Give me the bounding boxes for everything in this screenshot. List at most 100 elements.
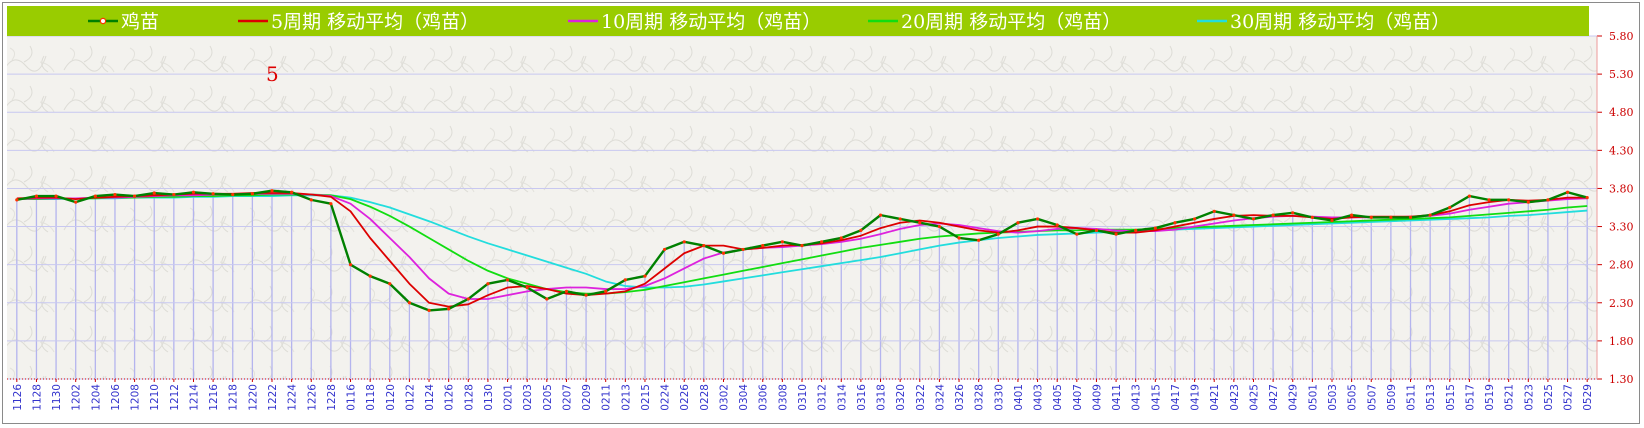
data-point	[368, 274, 372, 278]
x-tick-label: 0228	[699, 384, 711, 411]
legend-label: 20周期 移动平均（鸡苗）	[901, 11, 1121, 33]
x-tick-label: 0509	[1386, 384, 1398, 411]
data-point	[1192, 217, 1197, 221]
legend-background	[7, 6, 1589, 36]
data-point	[1016, 221, 1020, 225]
x-tick-label: 1202	[71, 384, 83, 411]
data-point	[643, 274, 647, 278]
data-point	[211, 192, 215, 196]
data-point	[270, 189, 274, 193]
x-tick-label: 0501	[1307, 384, 1319, 411]
x-tick-label: 0118	[365, 384, 377, 411]
x-tick-label: 0503	[1327, 384, 1339, 411]
data-point	[309, 198, 313, 202]
x-tick-label: 0226	[679, 384, 691, 411]
data-point	[584, 293, 588, 297]
x-tick-label: 1206	[110, 384, 122, 411]
data-point	[466, 297, 470, 301]
x-tick-label: 0203	[522, 384, 534, 411]
x-tick-label: 0429	[1288, 384, 1300, 411]
x-tick-label: 0525	[1543, 384, 1555, 411]
x-tick-label: 0419	[1190, 384, 1202, 411]
x-tick-label: 0209	[581, 384, 593, 411]
data-point	[1467, 194, 1472, 198]
x-tick-label: 0511	[1406, 384, 1418, 411]
data-point	[152, 191, 156, 195]
data-point	[407, 301, 412, 305]
data-point	[1389, 215, 1393, 220]
data-point	[447, 307, 451, 311]
data-point	[1094, 228, 1099, 232]
x-tick-label: 0425	[1248, 384, 1260, 411]
data-point	[682, 240, 686, 244]
legend-label: 30周期 移动平均（鸡苗）	[1230, 11, 1450, 33]
data-point	[564, 289, 569, 293]
x-tick-label: 1216	[208, 384, 220, 411]
x-tick-label: 0409	[1091, 384, 1103, 411]
data-point	[1055, 223, 1059, 227]
y-tick-label: 2.80	[1609, 259, 1634, 272]
data-point	[132, 194, 137, 198]
x-tick-label: 0417	[1170, 384, 1182, 411]
legend-label: 10周期 移动平均（鸡苗）	[601, 11, 821, 33]
data-point	[977, 238, 981, 242]
x-tick-label: 0116	[346, 384, 358, 411]
x-tick-label: 0215	[640, 384, 652, 411]
x-tick-label: 0328	[974, 384, 986, 411]
x-tick-label: 0423	[1229, 384, 1241, 411]
data-point	[191, 190, 196, 194]
data-point	[505, 278, 510, 282]
data-point	[623, 278, 627, 282]
x-tick-label: 0427	[1268, 384, 1280, 411]
data-point	[1310, 215, 1314, 220]
x-tick-label: 0527	[1563, 384, 1575, 411]
x-tick-label: 0316	[856, 384, 868, 411]
data-point	[1448, 205, 1452, 210]
x-tick-label: 1220	[247, 384, 259, 411]
x-tick-label: 0130	[483, 384, 495, 411]
series-line	[16, 194, 1588, 289]
x-tick-label: 0403	[1033, 384, 1045, 411]
x-tick-label: 0304	[738, 384, 750, 411]
data-point	[859, 228, 863, 232]
data-point	[721, 251, 726, 255]
data-point	[15, 198, 19, 202]
x-tick-label: 0320	[895, 384, 907, 411]
x-tick-label: 1222	[267, 384, 279, 411]
x-tick-label: 0421	[1209, 384, 1221, 411]
data-point	[113, 192, 117, 197]
data-point	[1428, 213, 1432, 217]
data-point	[1035, 217, 1040, 221]
data-point	[329, 202, 333, 206]
data-point	[1114, 232, 1118, 236]
x-tick-label: 0505	[1347, 384, 1359, 411]
data-point	[1526, 200, 1530, 204]
y-tick-label: 4.80	[1609, 106, 1634, 119]
x-tick-label: 1224	[287, 384, 299, 411]
x-tick-label: 0515	[1445, 384, 1457, 411]
data-point	[662, 247, 667, 252]
data-point	[1369, 215, 1373, 220]
data-point	[93, 194, 97, 198]
y-tick-label: 1.80	[1609, 335, 1634, 348]
chart-annotation: 5	[266, 62, 279, 86]
y-tick-label: 4.30	[1609, 144, 1634, 157]
data-point	[1232, 213, 1236, 217]
x-tick-label: 0120	[385, 384, 397, 411]
y-tick-label: 3.80	[1609, 182, 1634, 195]
x-tick-label: 0415	[1150, 384, 1162, 411]
data-point	[1330, 218, 1334, 223]
data-point	[1408, 215, 1413, 220]
data-point	[290, 190, 294, 194]
data-point	[1585, 195, 1589, 200]
data-point	[898, 217, 902, 221]
x-tick-label: 0413	[1131, 384, 1143, 411]
data-point	[34, 194, 39, 198]
x-tick-label: 0128	[463, 384, 475, 411]
x-tick-label: 0211	[601, 384, 613, 411]
legend-label: 5周期 移动平均（鸡苗）	[271, 11, 479, 33]
data-point	[741, 247, 745, 252]
data-point	[348, 263, 353, 267]
y-axis: 5.80 5.30 4.80 4.30 3.80 3.30 2.80 2.30 1.80 1.30	[1596, 30, 1634, 386]
x-tick-label: 0318	[876, 384, 888, 411]
